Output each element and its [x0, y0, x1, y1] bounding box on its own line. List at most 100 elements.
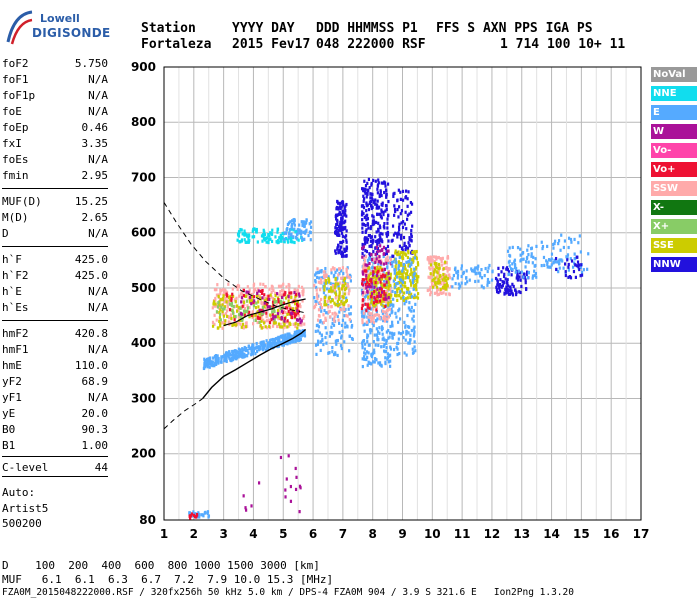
echo-point: [240, 296, 244, 300]
echo-point: [290, 227, 293, 231]
echo-point: [386, 255, 389, 259]
echo-point: [275, 303, 278, 307]
echo-point: [218, 306, 221, 310]
echo-point: [546, 265, 549, 269]
echo-point: [365, 357, 368, 362]
echo-point: [369, 235, 372, 240]
echo-point: [244, 240, 247, 244]
echo-point: [395, 282, 398, 286]
echo-point: [400, 250, 403, 255]
echo-point: [394, 285, 397, 289]
echo-point: [507, 270, 511, 274]
echo-point: [382, 252, 386, 256]
echo-point: [319, 319, 322, 323]
echo-point: [224, 319, 227, 323]
echo-point: [365, 195, 368, 199]
echo-point: [303, 230, 306, 234]
echo-point: [382, 279, 386, 284]
echo-point: [339, 302, 342, 306]
echo-point: [402, 256, 405, 261]
echo-point: [250, 504, 253, 508]
echo-point: [281, 335, 284, 339]
echo-point: [245, 346, 248, 351]
echo-point: [379, 244, 382, 248]
echo-point: [534, 271, 538, 276]
echo-point: [348, 276, 351, 280]
echo-point: [363, 179, 366, 183]
echo-point: [279, 234, 282, 238]
param-name: foEp: [2, 121, 29, 134]
echo-point: [345, 270, 348, 274]
echo-point: [293, 240, 296, 245]
echo-point: [439, 287, 442, 291]
legend-entry: NNW: [651, 257, 697, 272]
echo-point: [385, 204, 388, 208]
echo-point: [361, 320, 364, 325]
echo-point: [486, 281, 489, 285]
echo-point: [297, 304, 300, 308]
echo-point: [319, 340, 323, 344]
echo-point: [427, 275, 430, 279]
echo-point: [394, 251, 397, 255]
x-tick-label: 6: [309, 527, 317, 541]
echo-point: [368, 282, 371, 287]
echo-point: [362, 206, 366, 210]
echo-point: [396, 253, 399, 257]
echo-point: [381, 284, 384, 288]
echo-point: [374, 294, 378, 298]
echo-point: [404, 324, 407, 328]
echo-point: [328, 309, 331, 314]
echo-point: [343, 340, 346, 344]
echo-point: [236, 238, 239, 242]
echo-point: [260, 291, 264, 295]
echo-point: [495, 290, 499, 294]
echo-point: [275, 299, 278, 304]
echo-point: [385, 330, 388, 334]
echo-point: [247, 296, 250, 300]
echo-point: [566, 258, 569, 262]
param-value: 0.46: [81, 121, 109, 134]
echo-point: [223, 288, 227, 292]
echo-point: [230, 317, 233, 321]
echo-point: [408, 243, 411, 248]
echo-point: [214, 359, 217, 364]
echo-point: [218, 316, 222, 320]
echo-point: [434, 276, 437, 280]
echo-point: [264, 348, 268, 352]
echo-point: [256, 240, 259, 244]
echo-point: [445, 261, 448, 265]
echo-point: [520, 270, 523, 274]
echo-point: [198, 515, 201, 519]
echo-point: [392, 304, 395, 308]
echo-point: [316, 295, 319, 299]
echo-point: [319, 278, 323, 282]
echo-point: [429, 255, 432, 259]
param-name: B1: [2, 439, 16, 452]
echo-point: [409, 338, 412, 342]
echo-point: [429, 285, 432, 289]
echo-point: [348, 349, 351, 353]
echo-point: [364, 242, 367, 246]
echo-point: [231, 287, 234, 291]
echo-point: [401, 189, 405, 194]
echo-point: [373, 333, 376, 337]
echo-point: [411, 224, 414, 228]
echo-point: [363, 254, 366, 258]
legend-entry: E: [651, 105, 697, 120]
echo-point: [397, 320, 400, 324]
echo-point: [374, 220, 377, 224]
echo-point: [284, 310, 287, 315]
echo-point: [338, 321, 341, 325]
echo-point: [533, 273, 536, 277]
echo-point: [254, 313, 257, 317]
echo-point: [296, 309, 299, 313]
echo-point: [368, 361, 371, 365]
echo-point: [223, 359, 226, 363]
echo-point: [213, 364, 216, 368]
echo-point: [298, 323, 302, 327]
echo-point: [405, 227, 408, 231]
echo-point: [385, 280, 388, 284]
echo-point: [287, 299, 290, 303]
echo-point: [474, 279, 477, 284]
echo-point: [279, 293, 283, 297]
